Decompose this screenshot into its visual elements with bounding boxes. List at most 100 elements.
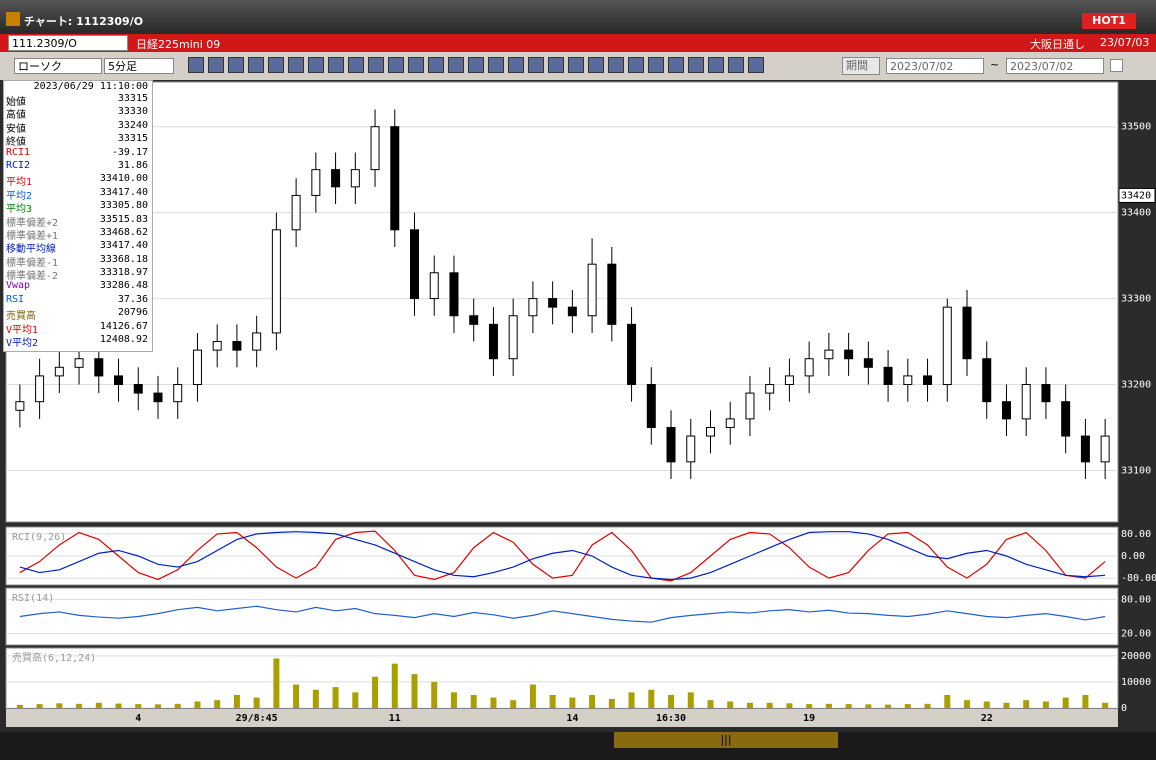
tool[interactable] <box>668 57 684 73</box>
info-row: 移動平均線 33417.40 <box>4 240 152 255</box>
info-row: RCI1 -39.17 <box>4 147 152 160</box>
tool[interactable] <box>608 57 624 73</box>
tool[interactable] <box>508 57 524 73</box>
date-to[interactable]: 2023/07/02 <box>1006 58 1104 74</box>
info-datetime: 2023/06/29 11:10:00 <box>33 81 148 92</box>
panel-title: 売買高(6,12,24) <box>12 651 96 664</box>
tool[interactable] <box>708 57 724 73</box>
volume-bar <box>490 697 497 708</box>
tool[interactable] <box>308 57 324 73</box>
volume-bar <box>154 704 161 708</box>
panel-title: RCI(9,26) <box>12 532 66 543</box>
tool[interactable] <box>208 57 224 73</box>
tool[interactable] <box>448 57 464 73</box>
candle-body <box>331 169 341 188</box>
tool[interactable] <box>468 57 484 73</box>
tool[interactable] <box>388 57 404 73</box>
info-row: 標準偏差+2 33515.83 <box>4 214 152 229</box>
info-label: 終値 <box>6 137 26 149</box>
volume-bar <box>628 692 635 708</box>
candle-body <box>350 169 360 188</box>
volume-bar <box>194 701 201 708</box>
info-row: RSI 37.36 <box>4 294 152 307</box>
date-from[interactable]: 2023/07/02 <box>886 58 984 74</box>
volume-bar <box>727 701 734 708</box>
volume-bar <box>569 697 576 708</box>
tool[interactable] <box>268 57 284 73</box>
tool[interactable] <box>728 57 744 73</box>
info-row: RCI2 31.86 <box>4 160 152 173</box>
scroll-thumb[interactable]: ||| <box>614 732 838 748</box>
tool[interactable] <box>408 57 424 73</box>
x-tick-label: 16:30 <box>656 713 686 724</box>
tool[interactable] <box>228 57 244 73</box>
candle-body <box>212 341 222 351</box>
checkbox[interactable] <box>1110 59 1123 72</box>
candle-body <box>844 349 854 360</box>
candle-body <box>1061 401 1071 437</box>
volume-bar <box>983 701 990 708</box>
candle-body <box>567 306 577 317</box>
candle-body <box>705 426 715 437</box>
tool[interactable] <box>328 57 344 73</box>
volume-bar <box>806 704 813 708</box>
info-row: Vwap 33286.48 <box>4 280 152 293</box>
volume-bar <box>885 704 892 708</box>
candle-body <box>863 358 873 368</box>
info-label: RSI <box>6 293 25 305</box>
tool[interactable] <box>428 57 444 73</box>
panel-bg <box>5 587 1119 646</box>
volume-bar <box>510 700 517 708</box>
volume-bar <box>391 663 398 708</box>
period-button[interactable]: 期間 <box>842 57 880 75</box>
info-row: 高値 33330 <box>4 106 152 121</box>
tool[interactable] <box>488 57 504 73</box>
tool[interactable] <box>688 57 704 73</box>
chart-kind-select[interactable]: ローソク <box>14 58 102 74</box>
volume-bar <box>549 694 556 708</box>
y-tick-label: 80.00 <box>1121 594 1151 605</box>
info-row: 安値 33240 <box>4 120 152 135</box>
y-tick-label: 33500 <box>1121 122 1151 133</box>
info-value: 33368.18 <box>99 253 148 265</box>
candle-body <box>35 375 45 403</box>
tool[interactable] <box>588 57 604 73</box>
info-label: 平均1 <box>6 177 33 189</box>
symbol-select[interactable]: 111.2309/O <box>8 35 128 51</box>
tool[interactable] <box>568 57 584 73</box>
tool[interactable] <box>348 57 364 73</box>
tool[interactable] <box>248 57 264 73</box>
hot-badge[interactable]: HOT1 <box>1082 13 1136 29</box>
candle-body <box>587 263 597 317</box>
tool[interactable] <box>748 57 764 73</box>
tool[interactable] <box>368 57 384 73</box>
x-tick-label: 29/8:45 <box>236 713 278 724</box>
tool[interactable] <box>528 57 544 73</box>
candle-body <box>311 169 321 196</box>
indicator-line <box>19 530 1106 582</box>
info-row: 平均1 33410.00 <box>4 173 152 189</box>
tool[interactable] <box>628 57 644 73</box>
x-axis-bg <box>6 709 1118 727</box>
y-tick-label: 10000 <box>1121 677 1151 688</box>
candle-body <box>1080 435 1090 463</box>
volume-bar <box>944 694 951 708</box>
info-label: 標準偏差+2 <box>6 217 59 229</box>
indicator-line <box>19 605 1106 623</box>
symbol-bar: 111.2309/O 日経225mini 09 大阪日通し 23/07/03 <box>0 34 1156 52</box>
info-value: 37.36 <box>117 293 148 305</box>
tool[interactable] <box>288 57 304 73</box>
volume-bar <box>1082 694 1089 708</box>
tool[interactable] <box>548 57 564 73</box>
volume-bar <box>924 703 931 708</box>
volume-bar <box>589 694 596 708</box>
scrollbar: ||| <box>0 732 1156 760</box>
volume-bar <box>352 692 359 708</box>
interval-select[interactable]: 5分足 <box>104 58 174 74</box>
tool[interactable] <box>188 57 204 73</box>
info-value: 33410.00 <box>99 173 148 185</box>
candle-body <box>1021 384 1031 420</box>
x-tick-label: 4 <box>135 713 141 724</box>
candle-body <box>528 298 538 317</box>
tool[interactable] <box>648 57 664 73</box>
